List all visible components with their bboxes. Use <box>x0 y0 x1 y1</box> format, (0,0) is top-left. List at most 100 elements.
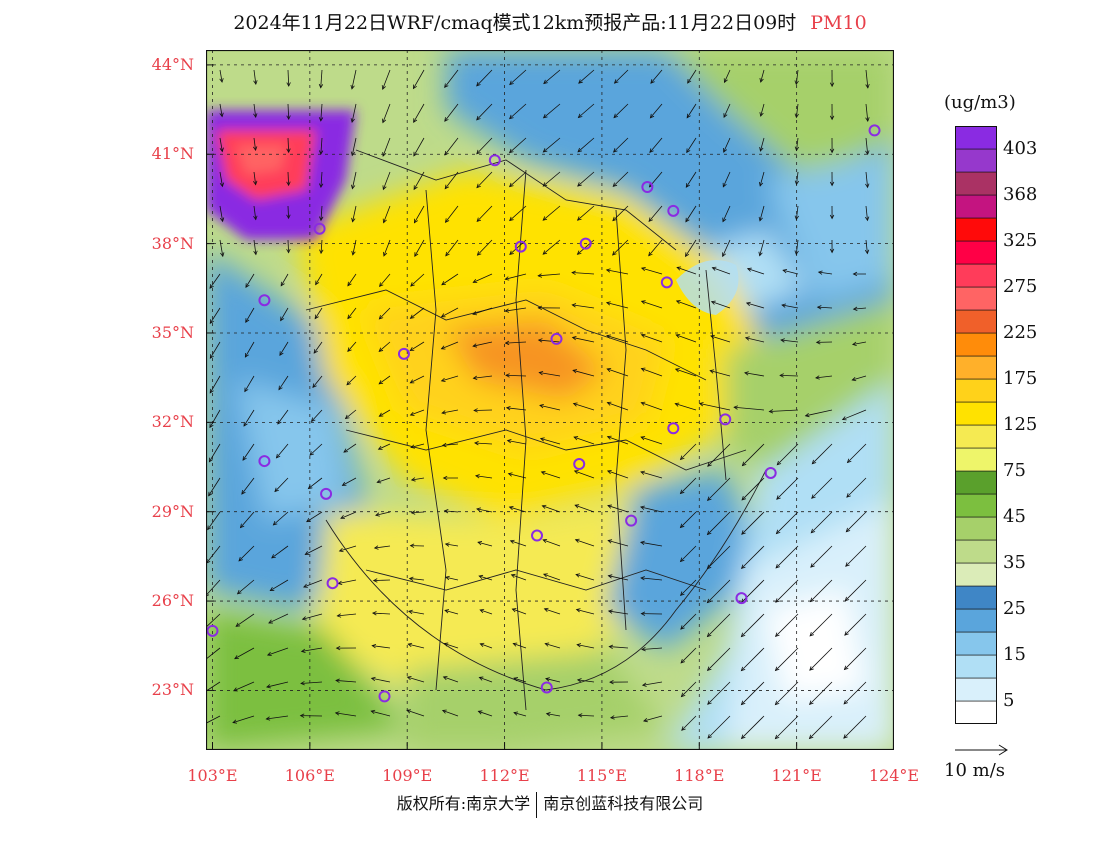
wind-arrow-head <box>266 684 271 689</box>
city-station-marker <box>531 529 544 542</box>
wind-arrow <box>320 205 323 221</box>
wind-arrow <box>608 540 629 547</box>
wind-arrow <box>710 335 731 343</box>
wind-arrow <box>699 403 731 411</box>
wind-arrow <box>378 341 391 352</box>
wind-arrow <box>687 69 697 84</box>
wind-arrow <box>685 239 697 257</box>
wind-arrow-head <box>577 182 582 187</box>
wind-arrow-head <box>709 369 715 374</box>
wind-arrow-head <box>378 347 384 352</box>
wind-arrow <box>505 307 527 312</box>
city-station-marker <box>320 487 333 500</box>
wind-arrow <box>542 239 561 255</box>
wind-arrow <box>686 137 697 153</box>
wind-arrow <box>775 681 799 705</box>
colorbar-swatch <box>955 309 997 334</box>
wind-arrow-head <box>640 367 646 372</box>
lon-tick-label: 109°E <box>382 766 433 785</box>
wind-arrow-head <box>312 383 317 389</box>
wind-arrow <box>374 545 391 549</box>
wind-arrow <box>811 477 833 499</box>
wind-arrow <box>707 647 731 671</box>
wind-arrow <box>303 579 323 588</box>
axis-ticks <box>206 64 894 750</box>
colorbar-swatch <box>955 447 997 472</box>
wind-arrow <box>809 715 833 739</box>
wind-arrow <box>414 239 425 257</box>
wind-arrow-head <box>575 573 581 578</box>
wind-arrow <box>411 511 425 514</box>
footer-separator <box>536 791 538 818</box>
wind-arrow-head <box>680 591 685 596</box>
wind-arrow <box>443 676 459 683</box>
wind-arrow-head <box>413 151 418 157</box>
wind-arrow <box>445 205 459 223</box>
wind-arrow-head <box>706 564 712 570</box>
wind-arrow-head <box>686 113 691 119</box>
wind-arrow-head <box>852 306 858 311</box>
wind-arrow-head <box>829 214 835 220</box>
wind-arrow-head <box>542 573 548 578</box>
wind-arrow-head <box>543 79 548 85</box>
wind-arrow-head <box>444 542 450 547</box>
wind-arrow-head <box>542 148 548 153</box>
wind-arrow-head <box>575 608 581 613</box>
forecast-map <box>206 50 894 750</box>
wind-arrow <box>352 239 357 255</box>
lat-tick-label: 32°N <box>151 412 194 432</box>
wind-arrow <box>818 271 833 275</box>
wind-arrow-head <box>687 78 692 84</box>
wind-arrow-head <box>577 113 583 119</box>
wind-arrow-head <box>811 494 816 499</box>
wind-arrow-head <box>220 252 225 258</box>
wind-arrow-head <box>844 631 849 636</box>
wind-arrow-head <box>794 250 799 256</box>
wind-arrow <box>372 612 391 615</box>
wind-arrow <box>686 103 697 118</box>
city-station-marker <box>326 577 339 590</box>
wind-arrow <box>577 137 595 153</box>
wind-arrow <box>410 273 425 287</box>
wind-arrow-head <box>539 403 544 409</box>
wind-arrow-head <box>245 283 250 289</box>
wind-arrow-head <box>479 642 485 647</box>
wind-arrow-head <box>609 679 614 685</box>
colorbar-frame <box>955 126 997 724</box>
wind-arrow-head <box>758 181 764 187</box>
wind-arrow <box>760 137 765 152</box>
wind-arrow <box>219 171 223 187</box>
wind-arrow <box>277 409 289 425</box>
wind-arrow <box>640 506 663 513</box>
wind-arrow-head <box>271 554 276 559</box>
wind-arrow <box>744 372 765 377</box>
wind-arrow <box>347 273 357 287</box>
wind-arrow-head <box>641 647 646 652</box>
wind-arrow <box>817 306 833 309</box>
wind-arrow-head <box>507 472 513 477</box>
wind-arrow <box>607 402 629 411</box>
wind-arrow-head <box>740 666 746 672</box>
wind-arrow-head <box>775 529 781 535</box>
wind-arrow <box>809 681 833 705</box>
wind-arrow-head <box>373 545 379 550</box>
wind-arrow-head <box>573 436 579 441</box>
wind-arrow <box>734 406 765 411</box>
wind-arrow-head <box>794 146 800 152</box>
city-station-marker <box>735 592 748 605</box>
wind-arrow <box>572 304 595 309</box>
wind-arrow-head <box>382 218 387 224</box>
wind-arrow <box>441 273 459 286</box>
wind-arrow <box>302 613 323 620</box>
wind-arrow-head <box>574 538 580 543</box>
wind-arrow-head <box>680 692 686 698</box>
wind-arrow <box>305 545 323 555</box>
wind-arrow-head <box>409 411 415 416</box>
wind-arrow <box>543 137 561 153</box>
wind-arrow-head <box>510 573 516 578</box>
wind-arrow-head <box>774 632 780 638</box>
wind-arrow <box>473 375 493 379</box>
wind-arrow <box>219 239 224 257</box>
wind-arrow <box>776 477 799 500</box>
wind-arrow-head <box>776 460 782 466</box>
